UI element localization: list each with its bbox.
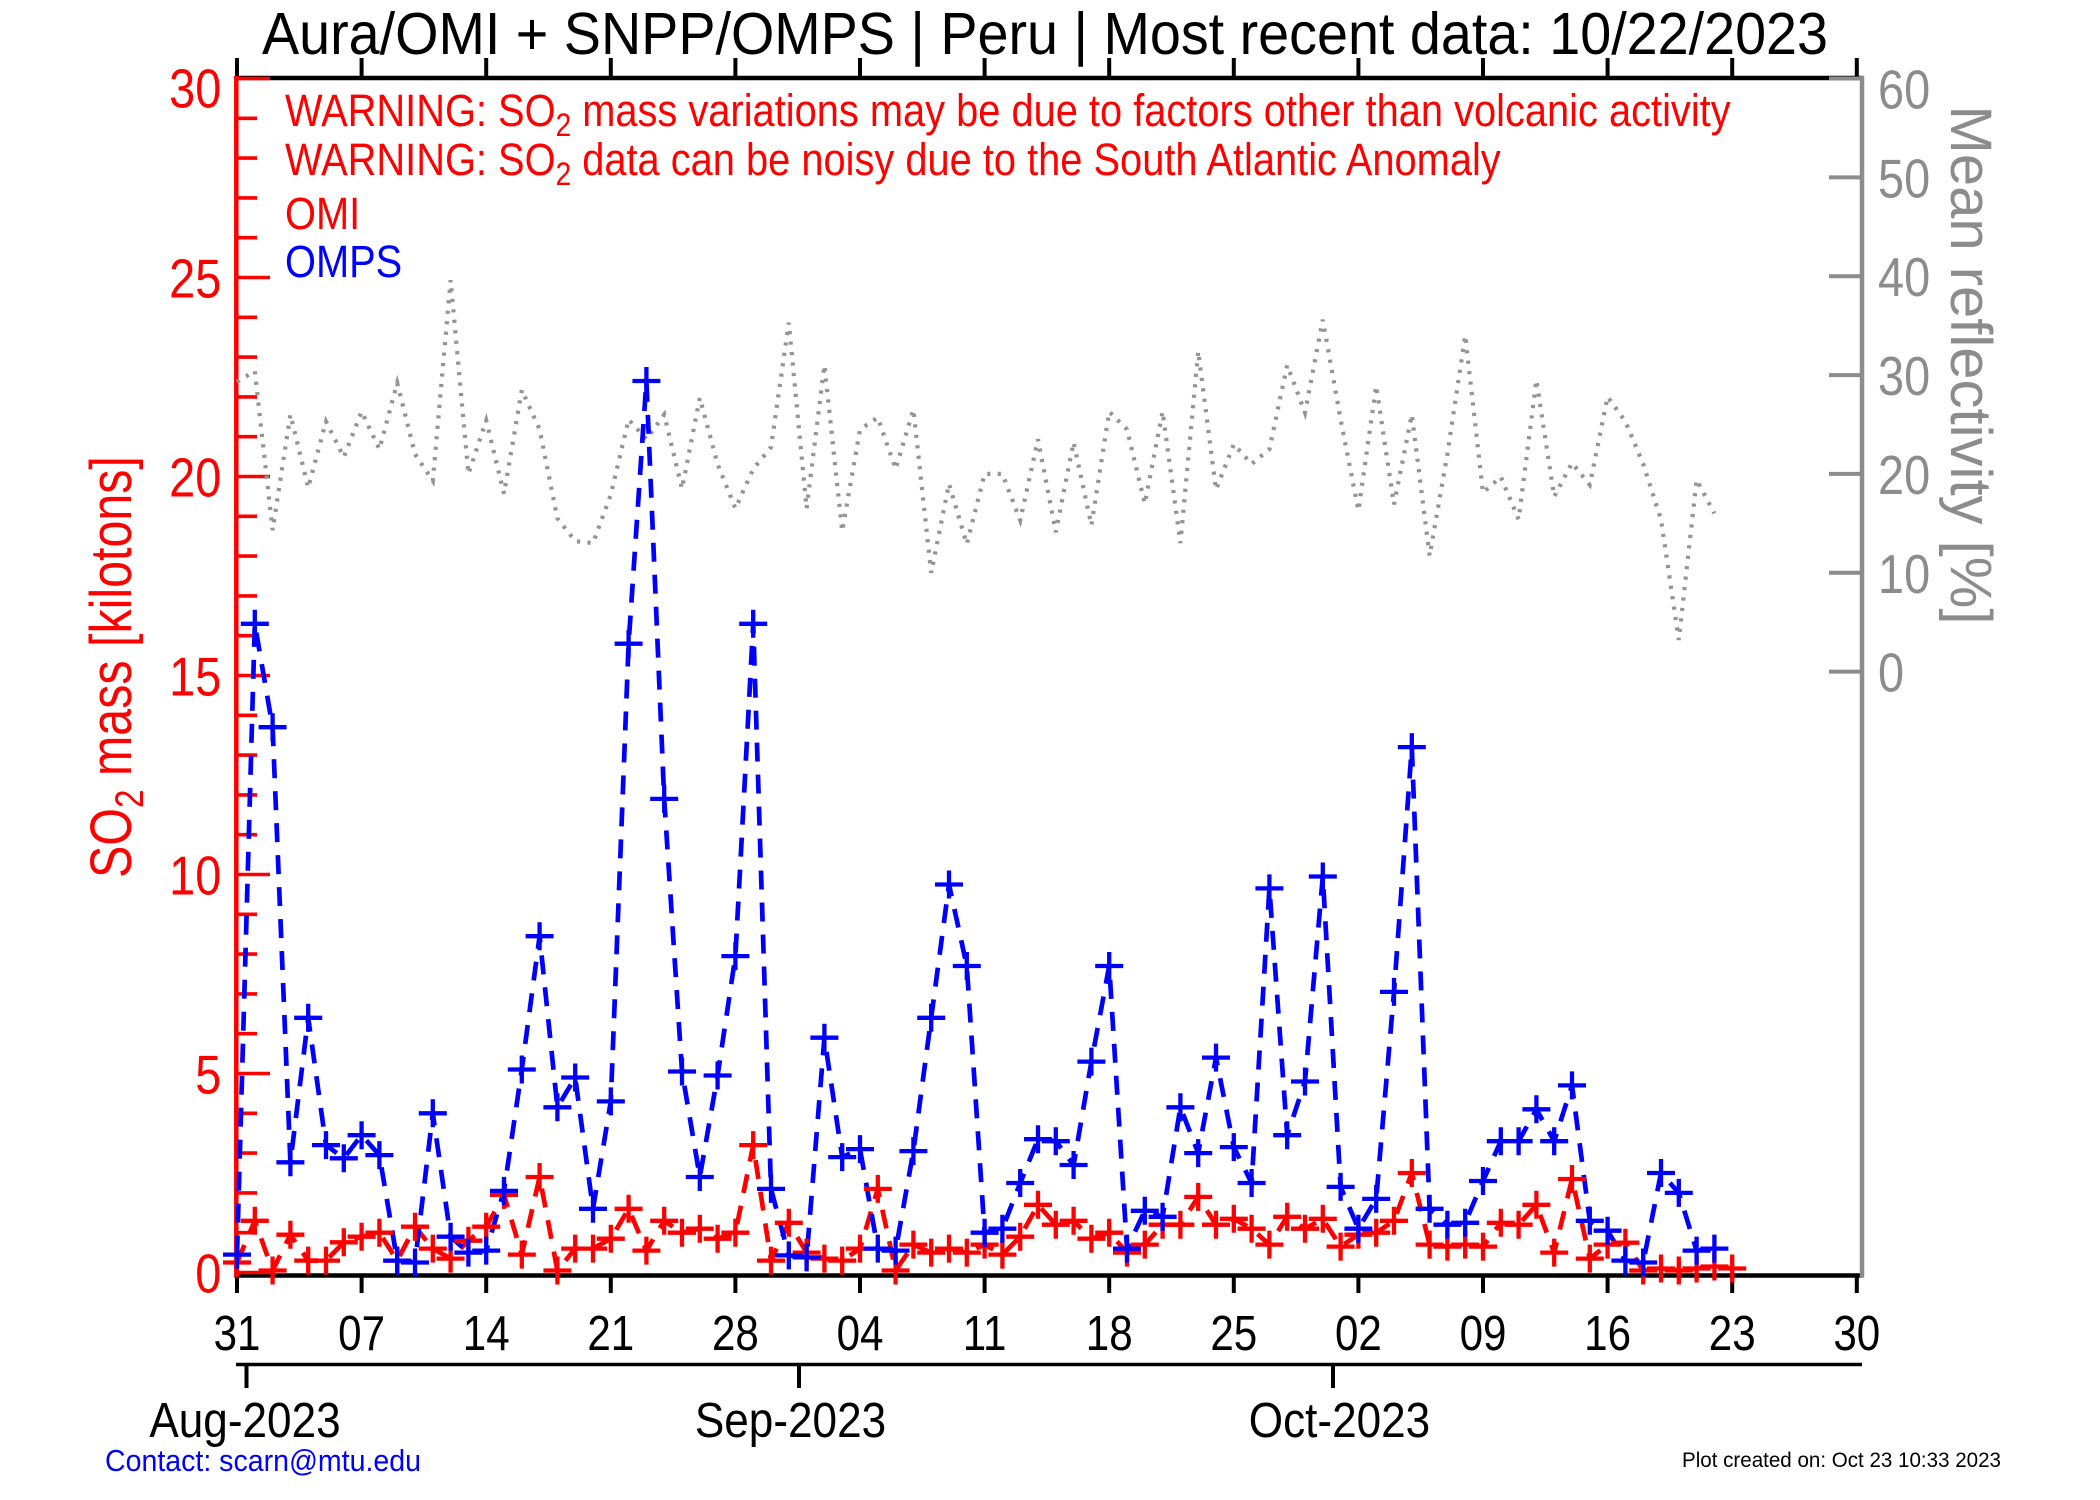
svg-text:Contact: scarn@mtu.edu: Contact: scarn@mtu.edu — [105, 1443, 421, 1478]
svg-text:10: 10 — [169, 845, 221, 906]
svg-text:Oct-2023: Oct-2023 — [1249, 1393, 1430, 1448]
svg-text:02: 02 — [1335, 1306, 1382, 1361]
svg-text:SO2 mass [kilotons]: SO2 mass [kilotons] — [80, 456, 152, 878]
svg-text:60: 60 — [1878, 59, 1930, 120]
svg-text:Sep-2023: Sep-2023 — [695, 1393, 886, 1448]
svg-text:20: 20 — [1878, 444, 1930, 505]
svg-text:Mean reflectivity [%]: Mean reflectivity [%] — [1938, 106, 2003, 625]
svg-text:Aura/OMI + SNPP/OMPS | Peru |: Aura/OMI + SNPP/OMPS | Peru | Most recen… — [262, 0, 1828, 67]
svg-text:WARNING: SO2 data can be noisy: WARNING: SO2 data can be noisy due to th… — [285, 135, 1501, 193]
svg-text:0: 0 — [1878, 642, 1904, 703]
svg-text:04: 04 — [837, 1306, 884, 1361]
svg-text:21: 21 — [587, 1306, 634, 1361]
svg-text:OMPS: OMPS — [285, 237, 402, 288]
svg-text:30: 30 — [1878, 346, 1930, 407]
svg-text:20: 20 — [169, 447, 221, 508]
svg-text:30: 30 — [169, 58, 221, 119]
svg-text:11: 11 — [963, 1306, 1007, 1361]
svg-text:23: 23 — [1709, 1306, 1756, 1361]
svg-text:WARNING: SO2 mass variations m: WARNING: SO2 mass variations may be due … — [285, 86, 1731, 144]
svg-text:14: 14 — [463, 1306, 510, 1361]
svg-text:15: 15 — [169, 646, 221, 707]
svg-text:Plot created on: Oct 23 10:33: Plot created on: Oct 23 10:33 2023 — [1682, 1449, 2001, 1472]
svg-text:28: 28 — [712, 1306, 759, 1361]
svg-text:50: 50 — [1878, 148, 1930, 209]
svg-text:5: 5 — [195, 1044, 221, 1105]
svg-text:18: 18 — [1086, 1306, 1133, 1361]
svg-text:09: 09 — [1460, 1306, 1507, 1361]
svg-text:OMI: OMI — [285, 189, 360, 240]
svg-text:10: 10 — [1878, 543, 1930, 604]
svg-text:40: 40 — [1878, 247, 1930, 308]
svg-text:25: 25 — [169, 248, 221, 309]
svg-text:0: 0 — [195, 1243, 221, 1304]
svg-text:30: 30 — [1833, 1306, 1880, 1361]
svg-text:25: 25 — [1210, 1306, 1257, 1361]
svg-text:31: 31 — [214, 1306, 261, 1361]
svg-text:Aug-2023: Aug-2023 — [149, 1393, 340, 1448]
svg-text:16: 16 — [1584, 1306, 1631, 1361]
svg-text:07: 07 — [338, 1306, 385, 1361]
